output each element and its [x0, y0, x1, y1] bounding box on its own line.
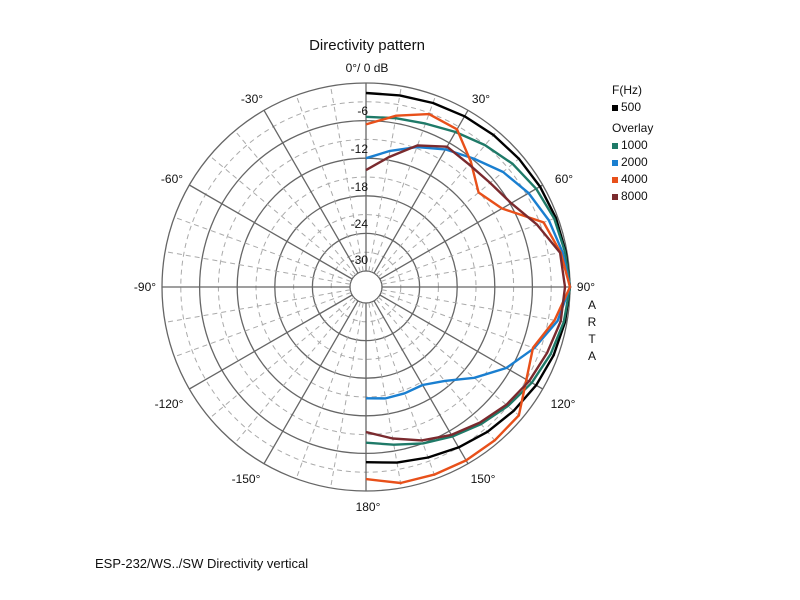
legend-header: F(Hz) [612, 83, 642, 97]
grid-radial-dashed [381, 251, 567, 285]
legend-swatch [612, 142, 618, 149]
db-label-24: -24 [351, 217, 369, 231]
angle-label-30: 30° [472, 92, 490, 106]
angle-label-neg90: -90° [134, 280, 156, 294]
side-letter: T [588, 332, 596, 346]
series-4000-curve [365, 112, 572, 485]
caption: ESP-232/WS../SW Directivity vertical [95, 556, 309, 571]
legend-swatch [612, 193, 618, 200]
angle-label-neg30: -30° [241, 92, 263, 106]
legend-swatch [612, 104, 618, 111]
db-label-30: -30 [351, 253, 369, 267]
grid-radial-dashed [381, 289, 567, 323]
grid-radial-dashed [295, 301, 361, 479]
grid-radial-dashed [375, 130, 498, 276]
grid-radial [373, 110, 469, 274]
grid-radial-dashed [234, 130, 357, 276]
legend-label: 1000 [621, 138, 648, 152]
grid-radial-dashed [377, 296, 523, 419]
db-label-18: -18 [351, 180, 369, 194]
legend-label: 8000 [621, 189, 648, 203]
grid-radial-dashed [209, 155, 355, 278]
legend-item-8000: 8000 [612, 188, 653, 205]
grid-radial [189, 294, 353, 390]
grid-radial-dashed [209, 296, 355, 419]
legend-item-2000: 2000 [612, 154, 653, 171]
grid-radial-dashed [174, 216, 352, 282]
grid-radial [379, 184, 543, 280]
grid-radial [263, 110, 359, 274]
angle-label-neg150: -150° [232, 472, 261, 486]
legend-label: 2000 [621, 155, 648, 169]
grid-radial-dashed [371, 301, 437, 479]
grid-ring [349, 270, 383, 304]
grid-radial-dashed [165, 251, 351, 285]
angle-label-180: 180° [356, 500, 381, 514]
legend: F(Hz) 500 Overlay 1000 2000 4000 8000 [612, 82, 653, 205]
grid-radial-dashed [377, 155, 523, 278]
legend-swatch [612, 159, 618, 166]
side-letter: R [588, 315, 597, 329]
grid-radial-dashed [174, 292, 352, 358]
angle-label-neg120: -120° [155, 397, 184, 411]
grid-radial-dashed [368, 302, 402, 488]
grid-radial-dashed [330, 86, 364, 272]
grid-radial-dashed [375, 298, 498, 444]
grid-radial-dashed [380, 292, 558, 358]
grid-radial [189, 184, 353, 280]
grid-radial-dashed [165, 289, 351, 323]
curves [365, 91, 572, 485]
db-label-6: -6 [357, 104, 368, 118]
legend-item-500: 500 [612, 99, 653, 116]
grid-radial-dashed [380, 216, 558, 282]
grid-radial-dashed [371, 95, 437, 273]
angle-label-60: 60° [555, 172, 573, 186]
chart-title: Directivity pattern [309, 37, 425, 54]
angle-label-120: 120° [551, 397, 576, 411]
legend-swatch [612, 176, 618, 183]
grid-radial-dashed [295, 95, 361, 273]
legend-item-1000: 1000 [612, 137, 653, 154]
series-8000-curve [365, 144, 567, 442]
legend-item-4000: 4000 [612, 171, 653, 188]
angle-label-90: 90° [577, 280, 595, 294]
polar-grid [161, 82, 571, 492]
db-label-12: -12 [351, 142, 369, 156]
top-label: 0°/ 0 dB [346, 61, 389, 75]
side-letter: A [588, 349, 596, 363]
grid-radial [263, 300, 359, 464]
side-letter: A [588, 298, 596, 312]
grid-radial-dashed [234, 298, 357, 444]
angle-label-neg60: -60° [161, 172, 183, 186]
legend-label: 500 [621, 100, 642, 114]
legend-label: 4000 [621, 172, 648, 186]
grid-radial [379, 294, 543, 390]
angle-label-150: 150° [471, 472, 496, 486]
grid-radial-dashed [330, 302, 364, 488]
legend-overlay-header: Overlay [612, 121, 654, 135]
series-500-curve [365, 91, 572, 464]
